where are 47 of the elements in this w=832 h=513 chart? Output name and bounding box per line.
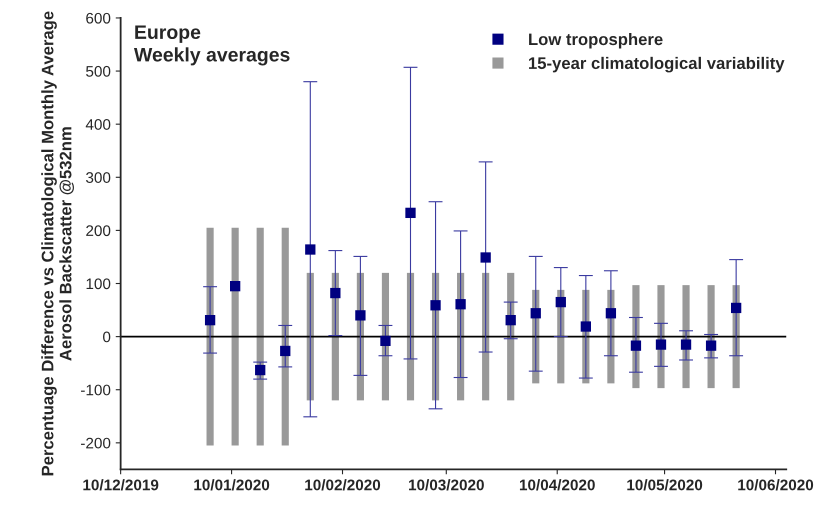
y-tick-label: 100 bbox=[86, 278, 110, 290]
y-tick-label: 400 bbox=[86, 119, 110, 130]
bar bbox=[232, 228, 239, 446]
bar bbox=[282, 228, 289, 446]
point bbox=[480, 252, 491, 263]
y-tick-label: 600 bbox=[86, 12, 110, 24]
legend-label: 15-year climatological variability bbox=[529, 56, 784, 72]
y-tick-label: 300 bbox=[86, 172, 110, 183]
point bbox=[455, 299, 466, 310]
legend-label: Low troposphere bbox=[529, 32, 663, 48]
point bbox=[230, 281, 240, 292]
y-axis-title: Percentuage Difference vs Climatological Monthly Average Aerosol Backscatter @532nm bbox=[41, 11, 74, 476]
point bbox=[506, 315, 516, 326]
x-tick-label: 10/06/2020 bbox=[738, 479, 814, 490]
point bbox=[380, 336, 391, 346]
point bbox=[680, 339, 692, 350]
x-tick-label: 10/05/2020 bbox=[627, 479, 702, 490]
y-tick-label: 0 bbox=[103, 331, 110, 342]
y-tick-label: 500 bbox=[86, 66, 110, 77]
text: Weekly averages bbox=[134, 47, 290, 66]
x-tick-label: 10/02/2020 bbox=[305, 479, 380, 490]
point bbox=[606, 308, 616, 318]
point bbox=[430, 300, 441, 310]
point bbox=[730, 302, 742, 314]
point bbox=[305, 244, 316, 255]
chart-title: Europe bbox=[135, 25, 200, 43]
bar bbox=[256, 228, 264, 446]
point bbox=[580, 321, 591, 332]
y-tick-label: 200 bbox=[86, 225, 110, 236]
x-tick-label: 10/01/2020 bbox=[194, 479, 270, 490]
point bbox=[280, 346, 290, 356]
point bbox=[255, 364, 266, 376]
point bbox=[330, 288, 340, 298]
point bbox=[706, 340, 716, 351]
x-tick-label: 10/12/2019 bbox=[83, 479, 158, 490]
y-tick-label: -100 bbox=[81, 384, 110, 396]
x-tick-label: 10/03/2020 bbox=[409, 479, 484, 490]
bar bbox=[206, 228, 214, 446]
point bbox=[355, 310, 366, 321]
point bbox=[204, 315, 216, 326]
point bbox=[556, 296, 566, 308]
point bbox=[530, 308, 541, 318]
point bbox=[656, 339, 666, 350]
point bbox=[405, 208, 416, 218]
y-tick-label: -200 bbox=[81, 438, 110, 449]
x-tick-label: 10/04/2020 bbox=[520, 479, 595, 490]
point bbox=[630, 340, 642, 351]
